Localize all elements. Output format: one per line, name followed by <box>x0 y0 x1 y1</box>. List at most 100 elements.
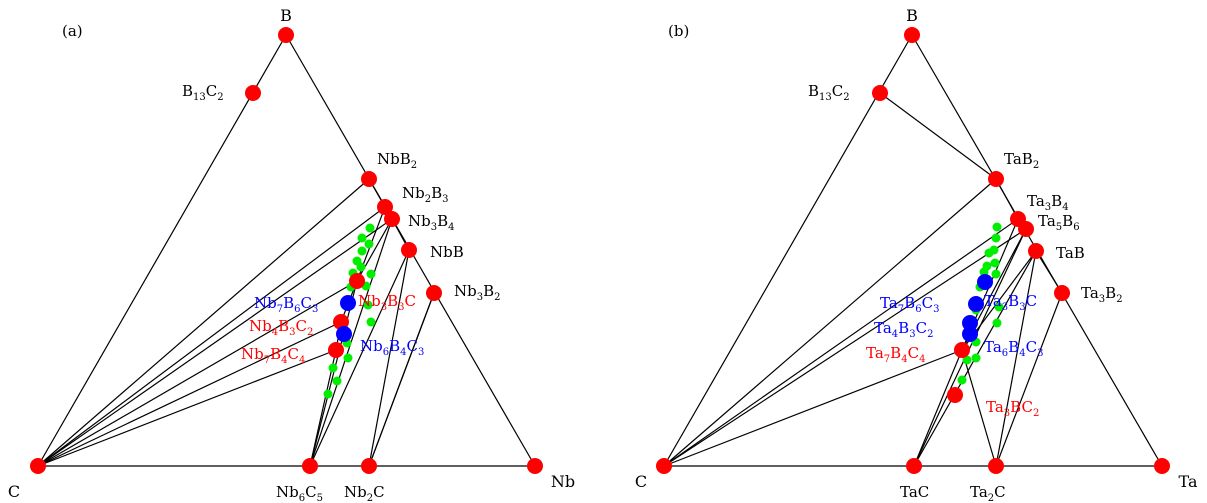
tie-line <box>37 34 287 467</box>
phase-point-nb <box>527 458 543 474</box>
tie-line <box>37 178 370 467</box>
phase-point-ta7b4c4 <box>954 342 970 358</box>
tie-line <box>368 292 435 467</box>
phase-point-b13c2 <box>245 85 261 101</box>
phase-point-nb2c <box>361 458 377 474</box>
label-nb3b3c: Nb3B3C <box>358 292 416 313</box>
tie-line <box>961 349 997 467</box>
tie-line <box>913 228 1027 467</box>
label-nb3b4: Nb3B4 <box>408 212 455 233</box>
metastable-point <box>994 302 1004 312</box>
metastable-point <box>328 363 338 373</box>
tie-line <box>913 349 963 467</box>
tie-line <box>37 206 386 467</box>
tie-line <box>37 321 342 467</box>
phase-point-nb7b6c3 <box>340 295 356 311</box>
label-nb7b6c3: Nb7B6C3 <box>254 294 318 315</box>
metastable-point <box>366 317 376 327</box>
tie-line <box>368 249 410 467</box>
tie-lines <box>663 34 1163 467</box>
label-nb6c5: Nb6C5 <box>276 483 323 503</box>
phase-point-nb3b3c <box>349 273 365 289</box>
phase-point-b <box>278 27 294 43</box>
tie-line <box>663 349 963 467</box>
label-ta3b4: Ta3B4 <box>1027 192 1069 213</box>
metastable-point <box>332 376 342 386</box>
phase-point-nbb2 <box>361 171 377 187</box>
phase-point-ta3b3c <box>977 274 993 290</box>
label-tab2: TaB2 <box>1004 150 1039 171</box>
label-ta4b3c2: Ta4B3C2 <box>874 319 933 340</box>
label-nb6b4c3: Nb6B4C3 <box>360 337 424 358</box>
tie-line <box>995 292 1063 467</box>
phase-point-nbb <box>401 242 417 258</box>
phase-point-nb3b4 <box>384 211 400 227</box>
phase-point-ta <box>1154 458 1170 474</box>
metastable-point <box>357 233 367 243</box>
phase-point-ta4b3c2 <box>962 315 978 331</box>
tie-line <box>309 249 410 467</box>
tie-line <box>879 92 997 180</box>
tie-line <box>663 34 913 467</box>
corner-label-top: B <box>906 6 918 25</box>
metastable-point <box>343 353 353 363</box>
phase-points <box>30 27 543 474</box>
label-ta2c: Ta2C <box>970 483 1006 503</box>
label-ta3b2: Ta3B2 <box>1081 284 1123 305</box>
phase-point-ta5b6 <box>1018 221 1034 237</box>
label-ta7b6c3: Ta7B6C3 <box>880 294 939 315</box>
phase-point-ta3bc2 <box>947 387 963 403</box>
metastable-point <box>990 258 1000 268</box>
phase-point-nb7b4c4 <box>328 342 344 358</box>
tie-line <box>663 178 997 467</box>
metastable-point <box>323 389 333 399</box>
phase-point-c <box>656 458 672 474</box>
tie-line <box>37 280 358 467</box>
corner-label-left: C <box>8 482 20 501</box>
tie-line <box>37 218 393 467</box>
label-b13c2: B13C2 <box>182 82 224 103</box>
tie-line <box>663 228 1027 467</box>
metastable-point <box>365 223 375 233</box>
phase-point-ta6b4c3 <box>962 326 978 342</box>
corner-label-right: Ta <box>1179 472 1198 491</box>
metastable-point <box>962 355 972 365</box>
metastable-point <box>991 269 1001 279</box>
metastable-point <box>366 269 376 279</box>
phase-point-nb6c5 <box>302 458 318 474</box>
label-ta6b4c3: Ta6B4C3 <box>984 338 1043 359</box>
phase-point-ta2c <box>988 458 1004 474</box>
phase-point-nb3b2 <box>426 285 442 301</box>
metastable-point <box>984 248 994 258</box>
phase-point-b13c2 <box>872 85 888 101</box>
metastable-point <box>971 353 981 363</box>
tie-line <box>995 250 1037 467</box>
tie-line <box>37 349 337 467</box>
label-tac: TaC <box>900 483 929 501</box>
label-nbb: NbB <box>430 243 464 261</box>
corner-label-right: Nb <box>551 472 575 491</box>
metastable-point <box>991 233 1001 243</box>
label-nb2b3: Nb2B3 <box>402 184 449 205</box>
phase-point-nb4b3c2 <box>333 314 349 330</box>
metastable-point <box>357 246 367 256</box>
label-nb4b3c2: Nb4B3C2 <box>249 317 313 338</box>
label-nb7b4c4: Nb7B4C4 <box>241 345 305 366</box>
label-b13c2: B13C2 <box>808 82 850 103</box>
tie-line <box>309 280 358 467</box>
label-nbb2: NbB2 <box>377 150 417 171</box>
label-ta3b3c: Ta3B3C <box>984 292 1037 313</box>
panel-label: (a) <box>62 22 83 40</box>
corner-label-top: B <box>280 6 292 25</box>
panel-label: (b) <box>668 22 689 40</box>
metastable-point <box>957 375 967 385</box>
corner-label-left: C <box>635 472 647 491</box>
metastable-point <box>992 318 1002 328</box>
label-nb2c: Nb2C <box>344 483 385 503</box>
phase-point-tab <box>1028 243 1044 259</box>
phase-point-nb6b4c3 <box>336 326 352 342</box>
label-nb3b2: Nb3B2 <box>454 282 501 303</box>
